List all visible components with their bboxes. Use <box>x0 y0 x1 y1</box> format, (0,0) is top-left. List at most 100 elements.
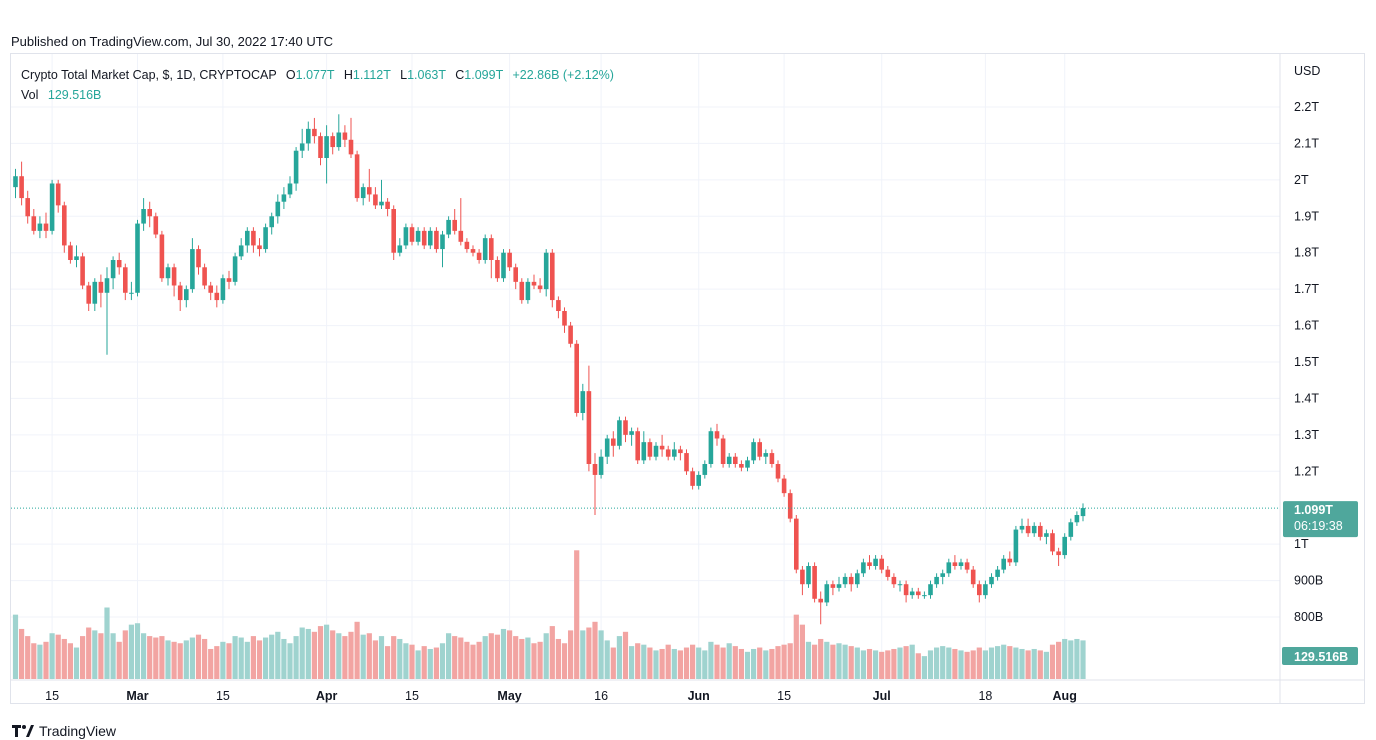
volume-badge-value: 129.516B <box>1294 650 1348 664</box>
candle-body <box>220 278 226 301</box>
candle-body <box>153 216 159 235</box>
volume-bar <box>275 631 281 679</box>
volume-bar <box>214 646 220 679</box>
candle-body <box>531 281 537 286</box>
volume-bar <box>1080 640 1086 679</box>
volume-bar <box>19 628 25 679</box>
candle-body <box>360 187 366 199</box>
y-tick-label: 2T <box>1294 173 1309 187</box>
candle-body <box>458 230 464 242</box>
candle-body <box>556 300 561 311</box>
volume-bar <box>751 648 757 679</box>
volume-bar <box>1031 648 1037 679</box>
candle-body <box>623 420 628 435</box>
volume-bar <box>1019 648 1025 679</box>
volume-bar <box>763 650 769 679</box>
candle-body <box>958 562 964 566</box>
volume-bar <box>1062 638 1068 679</box>
candle-body <box>74 256 79 260</box>
candle-body <box>501 252 506 279</box>
candle-body <box>49 183 55 231</box>
candle-body <box>37 223 43 231</box>
close-value: 1.099T <box>464 68 503 82</box>
candle-body <box>598 456 604 475</box>
candle-body <box>842 576 848 585</box>
volume-bar <box>842 644 848 679</box>
volume-bar <box>92 630 98 679</box>
volume-bar <box>452 636 458 679</box>
candle-body <box>916 591 921 596</box>
volume-bar <box>73 647 80 679</box>
candle-body <box>281 194 287 202</box>
candle-body <box>708 431 714 464</box>
candle-body <box>373 194 378 206</box>
volume-badge-bg <box>1282 647 1358 665</box>
volume-bar <box>1049 644 1056 679</box>
candle-body <box>1007 558 1013 563</box>
candle-body <box>909 591 915 596</box>
candle-body <box>92 281 98 304</box>
volume-bar <box>629 646 635 679</box>
y-tick-label: 2.2T <box>1294 100 1319 114</box>
x-tick-label: 16 <box>594 689 608 703</box>
volume-bar <box>958 650 964 679</box>
candle-body <box>464 241 470 250</box>
volume-bar <box>543 633 549 679</box>
candle-body <box>641 442 647 461</box>
candle-body <box>519 281 525 301</box>
volume-bar <box>86 627 92 679</box>
candle-body <box>263 227 268 250</box>
candle-body <box>787 493 793 519</box>
volume-bar <box>622 631 629 679</box>
volume-bar <box>818 638 824 679</box>
volume-bar <box>866 648 873 679</box>
candle-body <box>1001 558 1006 570</box>
candle-body <box>592 464 598 475</box>
published-note: Published on TradingView.com, Jul 30, 20… <box>11 34 334 49</box>
volume-bar <box>805 641 812 679</box>
volume-bar <box>659 648 665 679</box>
candle-body <box>928 584 933 596</box>
candle-body <box>324 136 329 158</box>
volume-bar <box>720 647 726 679</box>
volume-bar <box>616 636 622 679</box>
volume-bar <box>153 637 159 679</box>
volume-bar <box>525 637 531 679</box>
candle-body <box>794 518 799 570</box>
candle-body <box>25 198 30 217</box>
tradingview-logo-icon <box>12 725 34 737</box>
candle-body <box>257 245 262 250</box>
candle-body <box>580 391 586 413</box>
chart-frame <box>10 53 1365 704</box>
candle-body <box>507 252 512 268</box>
candle-body <box>617 420 622 446</box>
x-tick-label: May <box>497 689 521 703</box>
y-tick-label: 900B <box>1294 574 1323 588</box>
volume-bar <box>580 630 586 679</box>
candle-body <box>830 584 836 588</box>
y-tick-label: 1.8T <box>1294 246 1319 260</box>
volume-bar <box>250 636 256 679</box>
candle-body <box>940 573 945 577</box>
volume-bar <box>348 631 354 679</box>
volume-bar <box>604 640 610 679</box>
candle-body <box>989 576 994 585</box>
high-value: 1.112T <box>352 68 391 82</box>
candle-body <box>848 576 854 585</box>
candle-body <box>238 245 244 257</box>
volume-bar <box>458 637 464 679</box>
volume-bar <box>330 630 336 679</box>
volume-bar <box>226 643 232 679</box>
volume-bar <box>305 628 311 679</box>
candle-body <box>739 464 744 468</box>
volume-bar <box>439 643 446 679</box>
vol-value: 129.516B <box>47 88 102 102</box>
volume-bar <box>317 626 324 679</box>
volume-bar <box>134 623 141 679</box>
volume-bar <box>43 641 49 679</box>
candle-body <box>952 562 958 566</box>
x-tick-label: 15 <box>405 689 419 703</box>
volume-bar <box>824 641 830 679</box>
tradingview-logo[interactable]: TradingView <box>12 723 116 739</box>
